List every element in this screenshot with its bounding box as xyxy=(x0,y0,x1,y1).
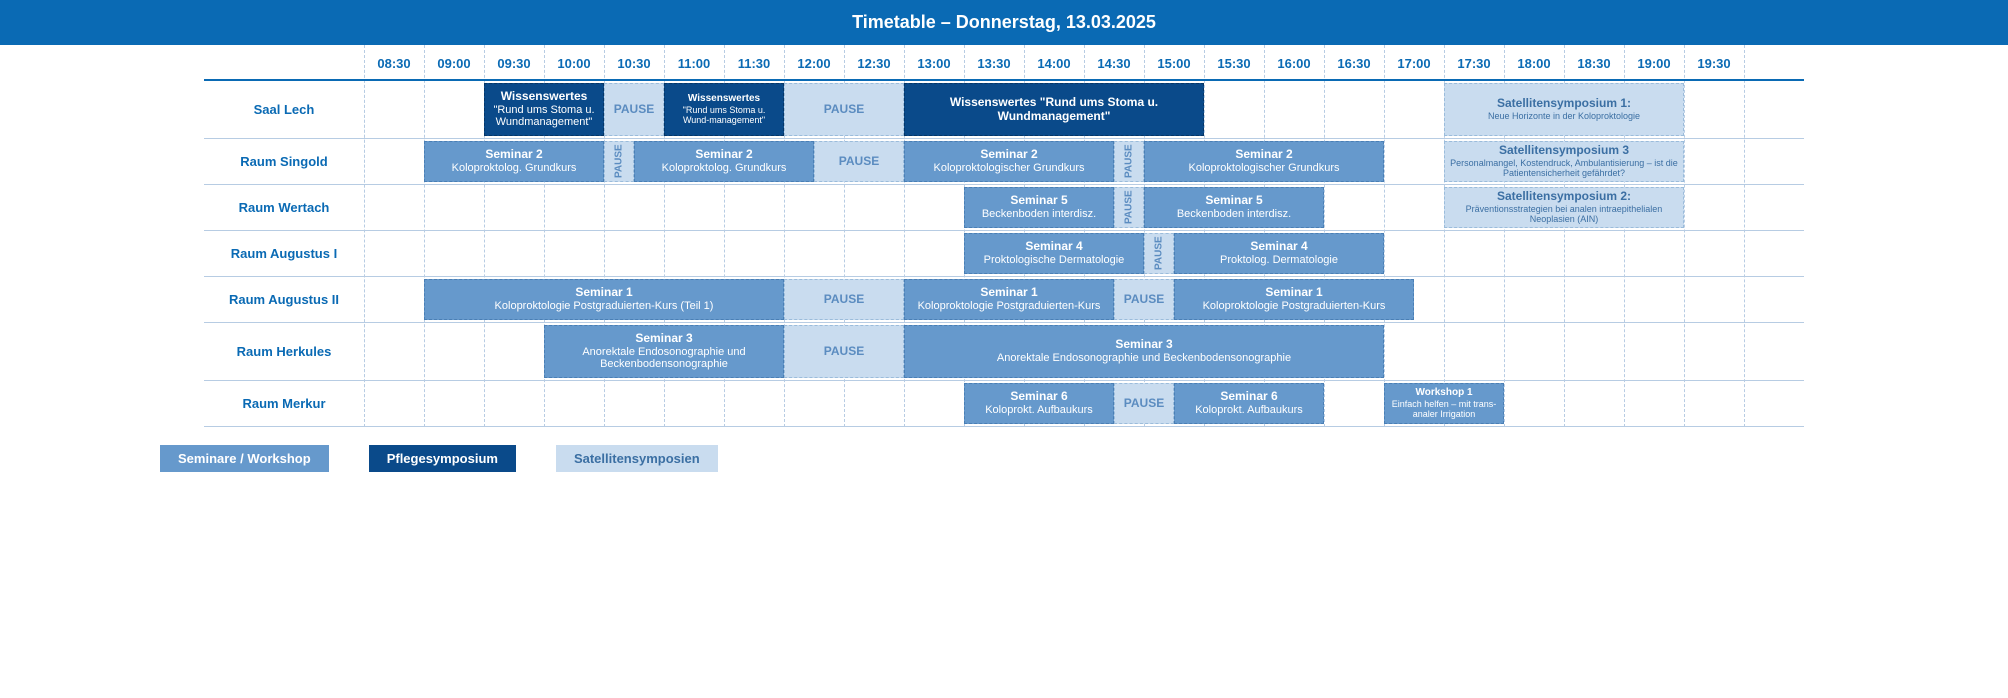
time-tick: 13:00 xyxy=(904,45,964,81)
sat-block: Satellitensymposium 2:Präventionsstrateg… xyxy=(1444,187,1684,228)
time-tick: 19:00 xyxy=(1624,45,1684,81)
sat-block: Satellitensymposium 1:Neue Horizonte in … xyxy=(1444,83,1684,136)
seminar-block: Seminar 6Koloprokt. Aufbaukurs xyxy=(1174,383,1324,424)
sat-block: Satellitensymposium 3Personalmangel, Kos… xyxy=(1444,141,1684,182)
seminar-block: Seminar 3Anorektale Endosonographie und … xyxy=(544,325,784,378)
seminar-block: Seminar 5Beckenboden interdisz. xyxy=(964,187,1114,228)
time-tick: 10:00 xyxy=(544,45,604,81)
pause-block: PAUSE xyxy=(1144,233,1174,274)
time-tick: 14:30 xyxy=(1084,45,1144,81)
room-label: Raum Singold xyxy=(204,139,364,184)
time-axis: 08:3009:0009:3010:0010:3011:0011:3012:00… xyxy=(204,45,1804,81)
room-row: Raum Augustus I Seminar 4Proktologische D… xyxy=(204,231,1804,277)
pause-block: PAUSE xyxy=(604,141,634,182)
room-label: Raum Herkules xyxy=(204,323,364,380)
seminar-block: Seminar 2Koloproktologischer Grundkurs xyxy=(1144,141,1384,182)
pause-block: PAUSE xyxy=(784,83,904,136)
pause-block: PAUSE xyxy=(1114,279,1174,320)
page-title: Timetable – Donnerstag, 13.03.2025 xyxy=(0,0,2008,45)
legend-satellite: Satellitensymposien xyxy=(556,445,718,472)
room-row: Saal Lech Wissenswertes"Rund ums Stoma u.… xyxy=(204,81,1804,139)
time-tick: 11:00 xyxy=(664,45,724,81)
time-tick: 15:30 xyxy=(1204,45,1264,81)
pflege-block: Wissenswertes "Rund ums Stoma u. Wundman… xyxy=(904,83,1204,136)
seminar-block: Seminar 2Koloproktolog. Grundkurs xyxy=(424,141,604,182)
room-label: Raum Augustus I xyxy=(204,231,364,276)
time-tick: 11:30 xyxy=(724,45,784,81)
pause-block: PAUSE xyxy=(1114,187,1144,228)
timetable-grid: 08:3009:0009:3010:0010:3011:0011:3012:00… xyxy=(204,45,1804,427)
room-row: Raum Merkur Seminar 6Koloprokt. Aufbaukur… xyxy=(204,381,1804,427)
time-tick: 09:30 xyxy=(484,45,544,81)
seminar-block: Seminar 1Koloproktologie Postgraduierten… xyxy=(1174,279,1414,320)
seminar-block: Seminar 2Koloproktologischer Grundkurs xyxy=(904,141,1114,182)
time-tick: 16:30 xyxy=(1324,45,1384,81)
time-tick: 18:30 xyxy=(1564,45,1624,81)
legend: Seminare / Workshop Pflegesymposium Sate… xyxy=(160,445,2008,472)
pause-block: PAUSE xyxy=(1114,383,1174,424)
seminar-block: Seminar 1Koloproktologie Postgraduierten… xyxy=(424,279,784,320)
pause-block: PAUSE xyxy=(784,325,904,378)
pause-block: PAUSE xyxy=(814,141,904,182)
room-row: Raum Singold Seminar 2Koloproktolog. Grun… xyxy=(204,139,1804,185)
seminar-block: Seminar 3Anorektale Endosonographie und … xyxy=(904,325,1384,378)
room-label: Saal Lech xyxy=(204,81,364,138)
pause-block: PAUSE xyxy=(784,279,904,320)
time-tick: 10:30 xyxy=(604,45,664,81)
time-tick: 12:00 xyxy=(784,45,844,81)
pause-block: PAUSE xyxy=(604,83,664,136)
room-row: Raum Herkules Seminar 3Anorektale Endoson… xyxy=(204,323,1804,381)
time-tick: 17:00 xyxy=(1384,45,1444,81)
seminar-block: Seminar 6Koloprokt. Aufbaukurs xyxy=(964,383,1114,424)
time-tick: 12:30 xyxy=(844,45,904,81)
seminar-block: Seminar 2Koloproktolog. Grundkurs xyxy=(634,141,814,182)
seminar-block: Seminar 5Beckenboden interdisz. xyxy=(1144,187,1324,228)
time-tick: 09:00 xyxy=(424,45,484,81)
seminar-block: Workshop 1Einfach helfen – mit trans-ana… xyxy=(1384,383,1504,424)
seminar-block: Seminar 1Koloproktologie Postgraduierten… xyxy=(904,279,1114,320)
seminar-block: Seminar 4Proktologische Dermatologie xyxy=(964,233,1144,274)
room-row: Raum Augustus II Seminar 1Koloproktologie… xyxy=(204,277,1804,323)
room-label: Raum Merkur xyxy=(204,381,364,426)
time-tick: 13:30 xyxy=(964,45,1024,81)
time-tick: 16:00 xyxy=(1264,45,1324,81)
room-label: Raum Wertach xyxy=(204,185,364,230)
legend-seminar: Seminare / Workshop xyxy=(160,445,329,472)
time-tick: 08:30 xyxy=(364,45,424,81)
time-tick: 19:30 xyxy=(1684,45,1744,81)
time-tick: 14:00 xyxy=(1024,45,1084,81)
pflege-block: Wissenswertes"Rund ums Stoma u. Wundmana… xyxy=(484,83,604,136)
pflege-block: Wissenswertes"Rund ums Stoma u. Wund-man… xyxy=(664,83,784,136)
pause-block: PAUSE xyxy=(1114,141,1144,182)
legend-pflege: Pflegesymposium xyxy=(369,445,516,472)
time-tick: 17:30 xyxy=(1444,45,1504,81)
seminar-block: Seminar 4Proktolog. Dermatologie xyxy=(1174,233,1384,274)
time-tick: 18:00 xyxy=(1504,45,1564,81)
time-tick: 15:00 xyxy=(1144,45,1204,81)
room-row: Raum Wertach Seminar 5Beckenboden interdi… xyxy=(204,185,1804,231)
room-label: Raum Augustus II xyxy=(204,277,364,322)
